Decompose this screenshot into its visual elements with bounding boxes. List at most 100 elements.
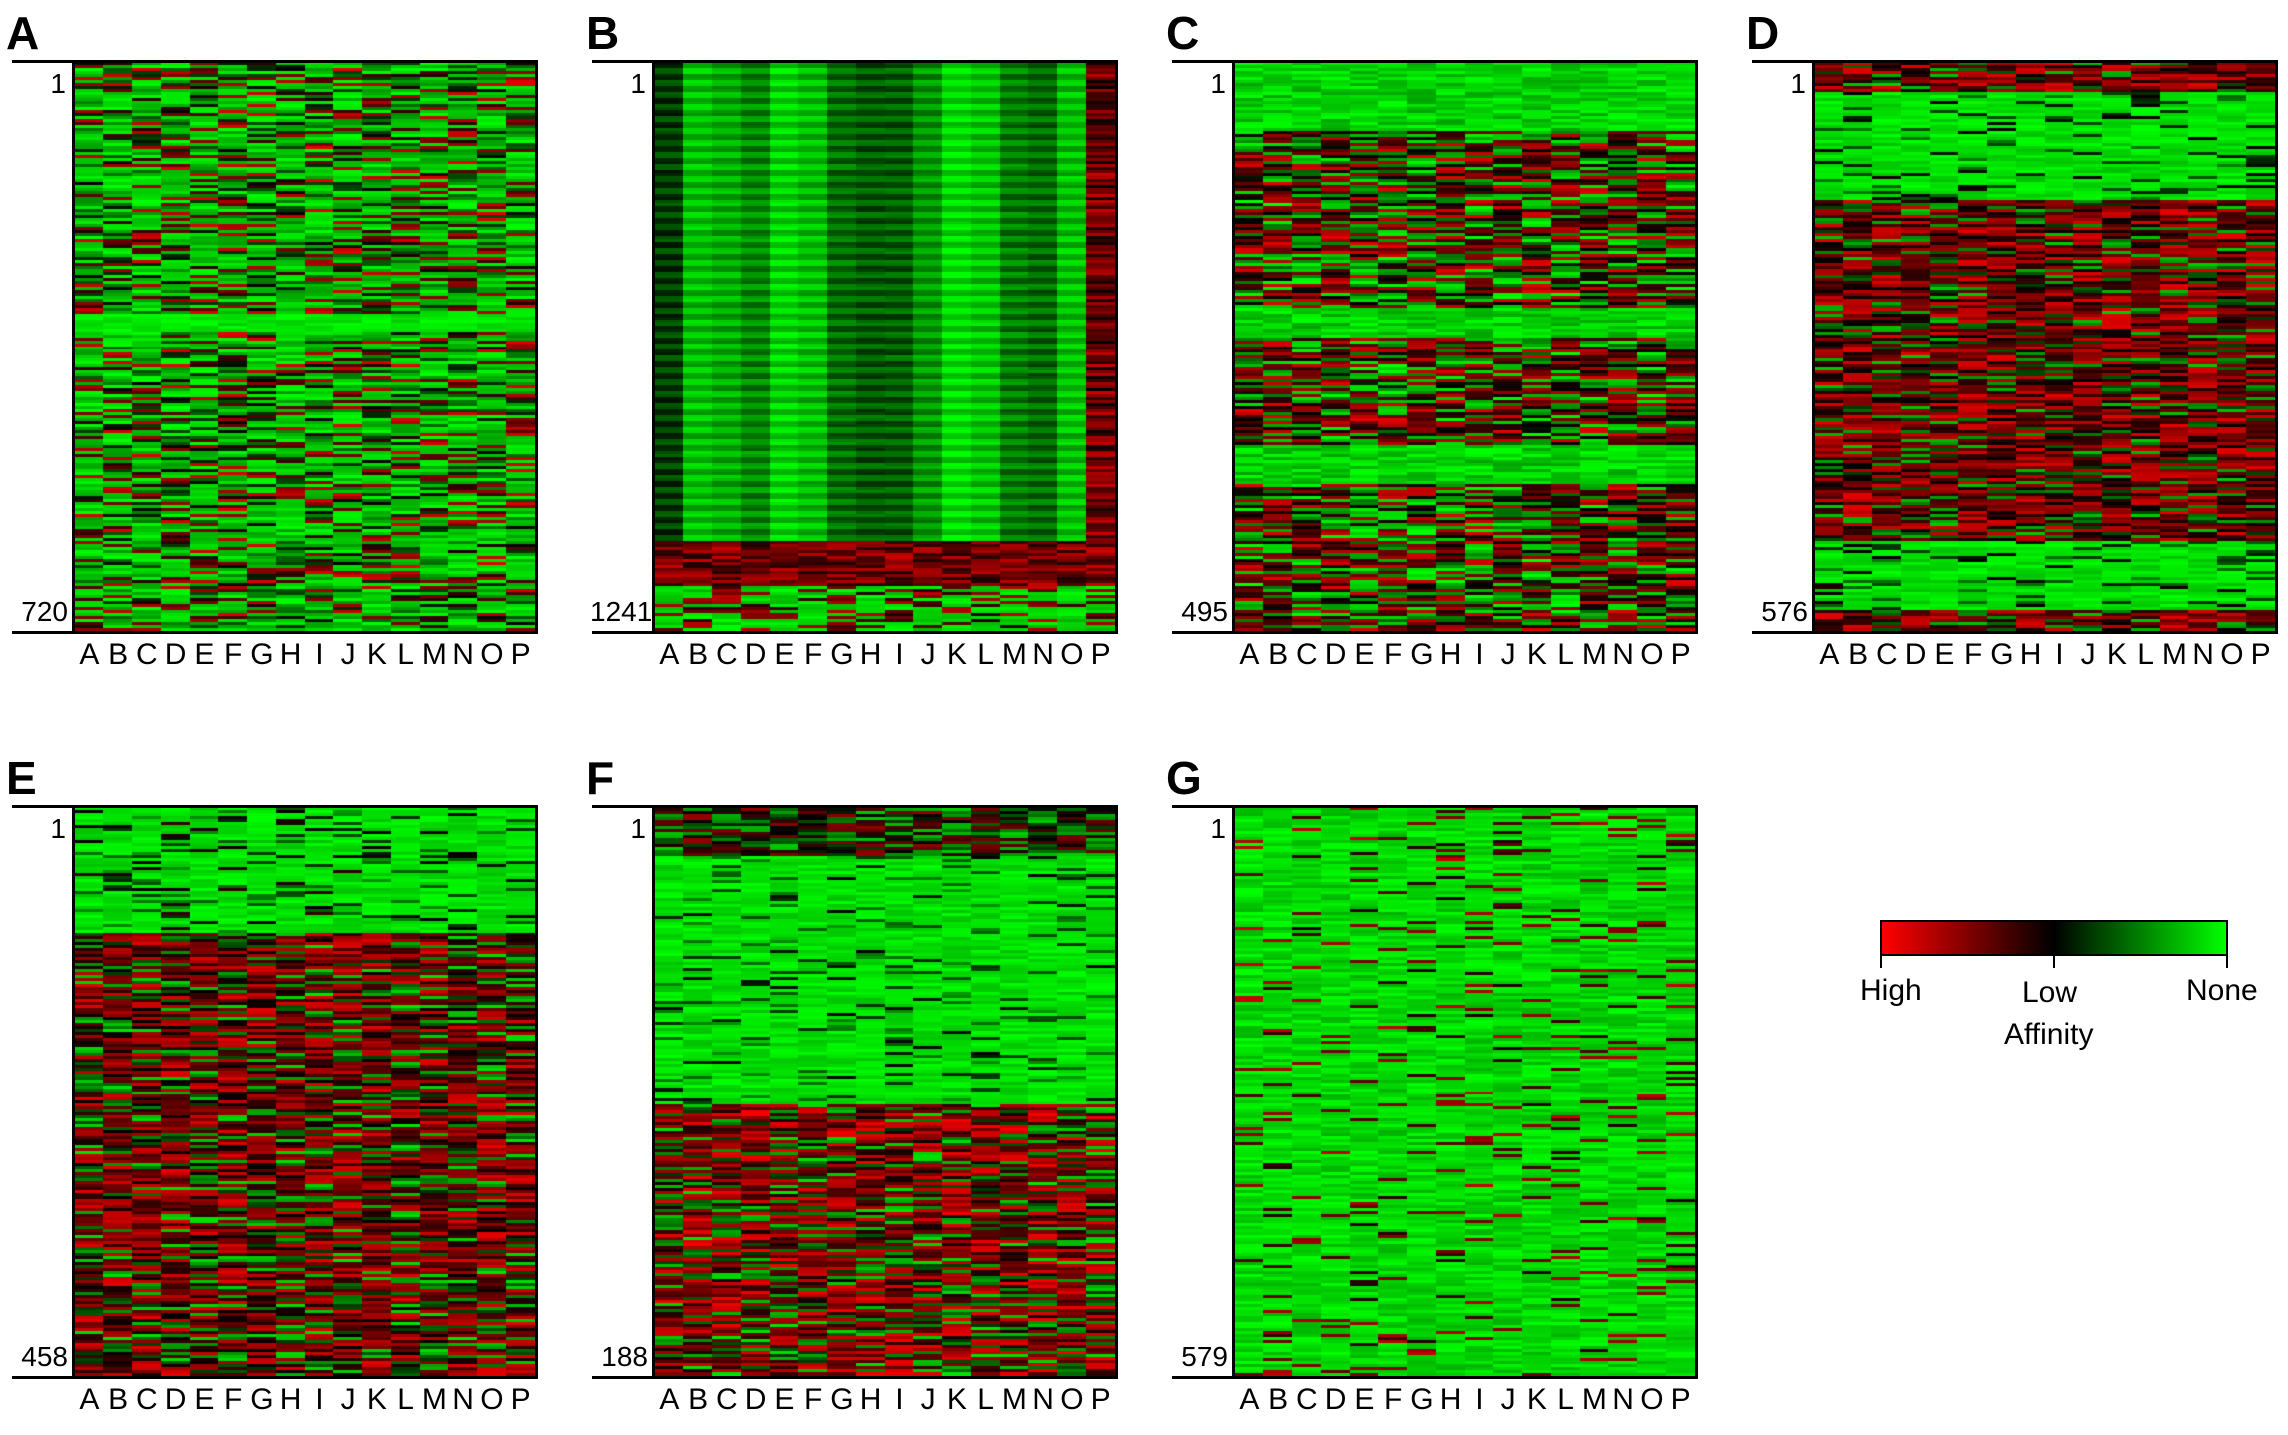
column-label-d: D [164,638,187,671]
column-label-n: N [1612,1383,1634,1416]
column-label-f: F [1383,1383,1403,1416]
bottom-rule [592,1376,658,1379]
column-label-c: C [1296,638,1318,671]
column-label-c: C [136,638,158,671]
column-label-o: O [2220,638,2244,671]
column-label-i: I [895,1383,904,1416]
column-label-n: N [452,1383,474,1416]
column-label-g: G [1990,638,2014,671]
column-label-e: E [774,638,795,671]
column-label-g: G [1410,1383,1434,1416]
heatmap-grid [1232,805,1698,1379]
column-label-l: L [397,638,414,671]
heatmap-grid [72,805,538,1379]
column-label-o: O [1060,638,1084,671]
row-end-label: 458 [21,1341,68,1372]
column-label-g: G [250,638,274,671]
column-label-n: N [1032,1383,1054,1416]
column-label-m: M [421,1383,447,1416]
top-rule [1172,60,1238,63]
column-label-b: B [108,1383,129,1416]
column-label-g: G [250,1383,274,1416]
heatmap-grid [1812,60,2278,634]
column-label-d: D [164,1383,187,1416]
legend-tick-low [2053,956,2055,968]
bottom-rule [12,1376,78,1379]
heatmap-grid [1232,60,1698,634]
heatmap-panel-g: G 1 579 A B C D E F G H I J K L M N O P [1160,745,1720,1435]
color-legend: High Low None Affinity [1860,920,2260,1080]
column-label-f: F [1963,638,1983,671]
column-label-j: J [1500,1383,1516,1416]
column-label-f: F [803,638,823,671]
top-rule [592,805,658,808]
heatmap-cells [655,808,1115,1376]
column-label-m: M [1001,638,1027,671]
column-label-h: H [859,1383,882,1416]
column-label-l: L [977,1383,994,1416]
column-label-c: C [716,1383,738,1416]
column-label-b: B [108,638,129,671]
panel-letter: D [1746,7,1780,59]
column-label-p: P [1090,638,1111,671]
heatmap-cells [1235,808,1695,1376]
row-start-label: 1 [1210,68,1226,99]
heatmap-grid [652,60,1118,634]
column-label-p: P [1090,1383,1111,1416]
column-label-e: E [1354,638,1375,671]
column-label-l: L [977,638,994,671]
column-label-a: A [659,1383,680,1416]
heatmap-panel-d: D 1 576 A B C D E F G H I J K L M N O P [1740,0,2288,690]
bottom-rule [1172,631,1238,634]
column-label-j: J [920,638,936,671]
row-end-label: 1241 [590,596,653,627]
column-label-n: N [1032,638,1054,671]
column-label-c: C [1296,1383,1318,1416]
column-label-j: J [1500,638,1516,671]
row-start-label: 1 [1210,813,1226,844]
heatmap-grid [72,60,538,634]
row-start-label: 1 [50,68,66,99]
column-label-i: I [1475,638,1484,671]
legend-title: Affinity [2004,1018,2094,1051]
column-label-g: G [1410,638,1434,671]
row-end-label: 188 [601,1341,648,1372]
row-end-label: 720 [21,596,68,627]
panel-letter: A [6,7,40,59]
column-label-c: C [1876,638,1898,671]
column-label-o: O [1640,1383,1664,1416]
top-rule [12,805,78,808]
column-label-d: D [1324,1383,1347,1416]
column-label-b: B [1848,638,1869,671]
top-rule [592,60,658,63]
column-label-k: K [946,1383,967,1416]
column-label-j: J [920,1383,936,1416]
column-label-b: B [688,638,709,671]
column-label-p: P [1670,638,1691,671]
column-label-p: P [510,1383,531,1416]
legend-label-none: None [2186,974,2258,1007]
top-rule [12,60,78,63]
column-label-o: O [1060,1383,1084,1416]
column-label-o: O [480,1383,504,1416]
panel-letter: C [1166,7,1200,59]
panel-letter: E [6,752,37,804]
column-label-k: K [1526,1383,1547,1416]
column-label-e: E [1354,1383,1375,1416]
column-label-m: M [1581,638,1607,671]
row-end-label: 495 [1181,596,1228,627]
heatmap-panel-b: B 1 1241 A B C D E F G H I J K L M N O P [580,0,1140,690]
heatmap-panel-e: E 1 458 A B C D E F G H I J K L M N O P [0,745,560,1435]
legend-tick-high [1880,956,1882,968]
legend-label-high: High [1860,974,1922,1007]
column-label-i: I [315,638,324,671]
column-label-j: J [340,638,356,671]
column-label-d: D [744,638,767,671]
column-label-k: K [366,638,387,671]
